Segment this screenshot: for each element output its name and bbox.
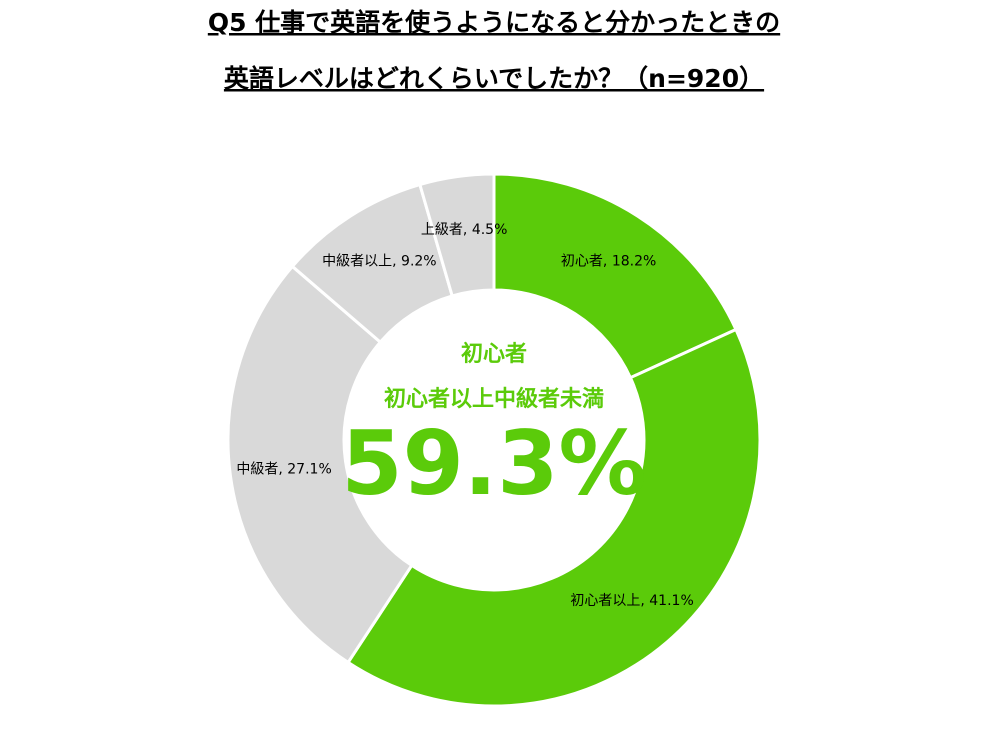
data-label: 初心者以上, 41.1% bbox=[570, 592, 693, 609]
center-label: 初心者以上中級者未満 bbox=[384, 386, 604, 412]
donut bbox=[226, 172, 762, 708]
slice bbox=[418, 172, 496, 298]
chart-title: 英語レベルはどれくらいでしたか？（n=920） bbox=[224, 64, 764, 93]
data-label: 初心者, 18.2% bbox=[561, 253, 656, 270]
slice bbox=[346, 327, 762, 708]
data-label: 中級者, 27.1% bbox=[236, 462, 331, 478]
chart-title: Q5 仕事で英語を使うようになると分かったときの bbox=[208, 8, 780, 37]
data-label: 上級者, 4.5% bbox=[421, 222, 507, 238]
data-label: 中級者以上, 9.2% bbox=[322, 254, 436, 270]
center-value: 59.3% bbox=[341, 412, 646, 515]
slice bbox=[492, 172, 738, 380]
slice bbox=[226, 264, 414, 665]
center-label: 初心者 bbox=[461, 341, 527, 367]
